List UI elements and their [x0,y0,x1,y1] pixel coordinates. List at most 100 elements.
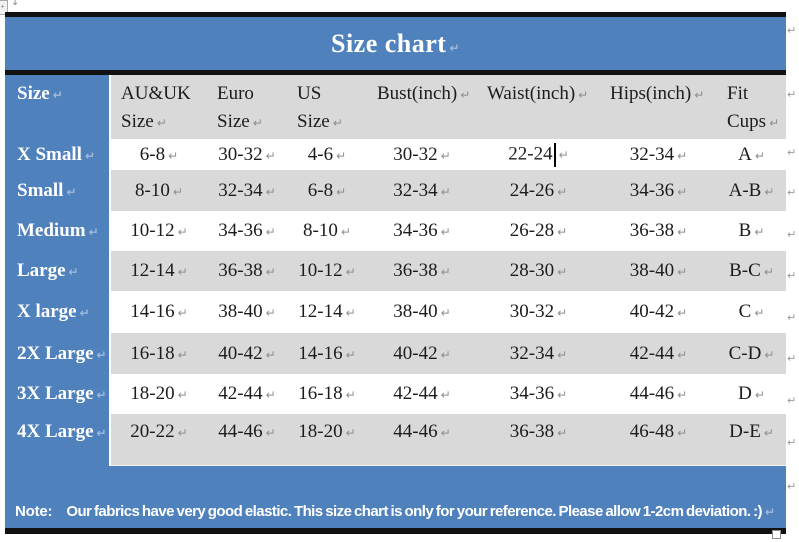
cell-us[interactable]: 6-8 [287,170,367,211]
column-header-au-uk[interactable]: AU&UK Size [110,75,207,139]
cell-bust[interactable]: 36-38 [367,251,477,291]
return-mark-icon: ↵ [787,228,797,241]
column-header-fit-cups[interactable]: Fit Cups [717,75,786,139]
cell-au-uk[interactable]: 12-14 [110,251,207,291]
return-mark-icon: ↵ [787,269,797,282]
cell-hips[interactable]: 34-36 [600,170,717,211]
table-resize-handle[interactable] [772,530,781,539]
column-header-euro[interactable]: Euro Size [207,75,287,139]
cell-hips[interactable]: 46-48 [600,414,717,467]
cell-waist[interactable]: 32-34 [477,333,600,374]
cell-euro[interactable]: 40-42 [207,333,287,374]
row-label-small[interactable]: Small [5,170,111,211]
row-label-large[interactable]: Large [5,251,111,291]
cell-hips[interactable]: 38-40 [600,251,717,291]
title-bottom-border [5,70,786,75]
cell-fit[interactable]: C-D [717,333,786,374]
cell-hips[interactable]: 44-46 [600,374,717,414]
return-mark-icon: ↵ [787,24,797,37]
cell-fit[interactable]: D-E [717,414,786,467]
table-row: Medium 10-12 34-36 8-10 34-36 26-28 36-3… [5,211,786,251]
cell-au-uk[interactable]: 10-12 [110,211,207,251]
cell-bust[interactable]: 38-40 [367,291,477,333]
cell-euro[interactable]: 32-34 [207,170,287,211]
table-row: X Small 6-8 30-32 4-6 30-32 22-24 32-34 … [5,139,786,170]
row-label-x-small[interactable]: X Small [5,139,111,170]
cell-bust[interactable]: 34-36 [367,211,477,251]
cell-au-uk[interactable]: 20-22 [110,414,207,467]
text-cursor [553,142,556,167]
cell-hips[interactable]: 40-42 [600,291,717,333]
return-mark-icon: ↵ [787,394,797,407]
row-label-medium[interactable]: Medium [5,211,111,251]
cell-us[interactable]: 8-10 [287,211,367,251]
row-label-3x-large[interactable]: 3X Large [5,374,111,414]
note-text[interactable]: Our fabrics have very good elastic. This… [66,503,774,520]
cell-waist[interactable]: 34-36 [477,374,600,414]
cell-waist[interactable]: 28-30 [477,251,600,291]
cell-fit[interactable]: A-B [717,170,786,211]
cell-au-uk[interactable]: 8-10 [110,170,207,211]
column-header-waist[interactable]: Waist(inch) [477,75,600,139]
cell-us[interactable]: 16-18 [287,374,367,414]
table-row: 2X Large 16-18 40-42 14-16 40-42 32-34 4… [5,333,786,374]
return-mark-icon: ↵ [787,311,797,324]
row-label-4x-large[interactable]: 4X Large [5,414,111,466]
cell-hips[interactable]: 36-38 [600,211,717,251]
cell-us[interactable]: 4-6 [287,139,367,170]
note-band: Note: Our fabrics have very good elastic… [5,466,786,528]
cell-euro[interactable]: 34-36 [207,211,287,251]
return-mark-icon: ↵ [787,186,797,199]
cell-waist[interactable]: 36-38 [477,414,600,467]
cell-us[interactable]: 10-12 [287,251,367,291]
title-bar: Size chart [5,17,786,70]
table-top-border [5,12,786,17]
cell-au-uk[interactable]: 6-8 [110,139,207,170]
cell-fit[interactable]: D [717,374,786,414]
note-label[interactable]: Note: [15,503,53,520]
cell-fit[interactable]: B [717,211,786,251]
column-header-size[interactable]: Size [5,75,111,139]
table-row: 4X Large 20-22 44-46 18-20 44-46 36-38 4… [5,414,786,467]
column-header-hips[interactable]: Hips(inch) [600,75,717,139]
cell-euro[interactable]: 42-44 [207,374,287,414]
cell-waist[interactable]: 24-26 [477,170,600,211]
cell-fit[interactable]: B-C [717,251,786,291]
row-label-x-large[interactable]: X large [5,291,111,333]
column-header-us[interactable]: US Size [287,75,367,139]
cell-waist[interactable]: 26-28 [477,211,600,251]
cell-waist[interactable]: 22-24 [477,139,600,170]
cell-euro[interactable]: 38-40 [207,291,287,333]
page-title[interactable]: Size chart [331,29,460,59]
return-mark-icon: ↵ [787,146,797,159]
cell-euro[interactable]: 36-38 [207,251,287,291]
cell-bust[interactable]: 30-32 [367,139,477,170]
table-row: 3X Large 18-20 42-44 16-18 42-44 34-36 4… [5,374,786,414]
column-header-bust[interactable]: Bust(inch) [367,75,477,139]
cell-au-uk[interactable]: 18-20 [110,374,207,414]
cell-bust[interactable]: 40-42 [367,333,477,374]
cell-hips[interactable]: 32-34 [600,139,717,170]
cell-euro[interactable]: 44-46 [207,414,287,467]
cell-fit[interactable]: A [717,139,786,170]
cell-fit[interactable]: C [717,291,786,333]
table-row: Large 12-14 36-38 10-12 36-38 28-30 38-4… [5,251,786,291]
return-mark-icon: ↵ [787,352,797,365]
cell-bust[interactable]: 44-46 [367,414,477,467]
cell-euro[interactable]: 30-32 [207,139,287,170]
cell-bust[interactable]: 32-34 [367,170,477,211]
table-row: Small 8-10 32-34 6-8 32-34 24-26 34-36 A… [5,170,786,211]
cell-us[interactable]: 12-14 [287,291,367,333]
cell-au-uk[interactable]: 14-16 [110,291,207,333]
row-label-2x-large[interactable]: 2X Large [5,333,111,374]
cell-waist[interactable]: 30-32 [477,291,600,333]
table-row: X large 14-16 38-40 12-14 38-40 30-32 40… [5,291,786,333]
cell-us[interactable]: 14-16 [287,333,367,374]
cell-au-uk[interactable]: 16-18 [110,333,207,374]
cell-bust[interactable]: 42-44 [367,374,477,414]
cell-us[interactable]: 18-20 [287,414,367,467]
cell-hips[interactable]: 42-44 [600,333,717,374]
